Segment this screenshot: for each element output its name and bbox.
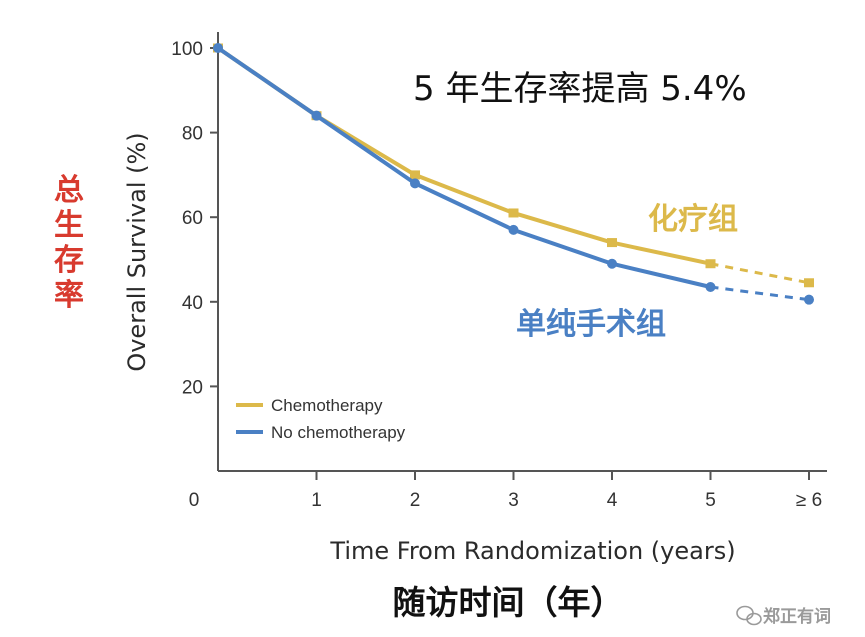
y-tick-label: 80 <box>182 124 203 145</box>
x-ticks: 0 1 2 3 4 5 ≥ 6 <box>189 471 822 511</box>
x-tick-label: 2 <box>410 490 421 511</box>
data-point-no-chemotherapy <box>508 224 519 235</box>
x-tick-label: 3 <box>508 490 519 511</box>
x-axis-title-cn: 随访时间（年） <box>393 583 624 622</box>
x-tick-label: ≥ 6 <box>796 490 822 511</box>
x-axis-title: Time From Randomization (years) <box>329 537 735 565</box>
series-line-no-chemotherapy <box>216 46 711 289</box>
legend: Chemotherapy No chemotherapy <box>236 396 406 442</box>
y-axis-title: Overall Survival (%) <box>123 132 151 371</box>
x-tick-label: 1 <box>311 490 322 511</box>
y-tick-label: 60 <box>182 208 203 229</box>
series-line-dashed-chemotherapy <box>710 262 810 285</box>
data-point-no-chemotherapy <box>607 258 617 269</box>
series-label-no-chemotherapy: 单纯手术组 <box>516 307 666 342</box>
data-point-chemotherapy <box>607 238 617 248</box>
data-point-no-chemotherapy <box>804 294 814 305</box>
watermark: 郑正有词 <box>736 605 831 627</box>
wechat-icon <box>736 605 762 626</box>
watermark-text: 郑正有词 <box>763 606 831 627</box>
x-tick-label: 5 <box>705 490 716 511</box>
series-layer <box>213 43 814 305</box>
y-tick-label: 20 <box>182 377 203 398</box>
legend-label-chemotherapy: Chemotherapy <box>271 396 383 415</box>
data-point-chemotherapy <box>508 208 519 218</box>
data-point-chemotherapy <box>705 259 716 269</box>
legend-label-no-chemotherapy: No chemotherapy <box>271 423 406 442</box>
data-point-no-chemotherapy <box>410 178 420 189</box>
chart-title: 5 年生存率提高 5.4% <box>413 69 747 109</box>
y-tick-label: 40 <box>182 293 203 314</box>
x-tick-label: 4 <box>607 490 618 511</box>
series-line-dashed-no-chemotherapy <box>710 285 810 302</box>
data-point-no-chemotherapy <box>311 110 322 121</box>
y-ticks: 100 80 60 40 20 <box>171 39 218 398</box>
data-point-no-chemotherapy <box>213 43 223 53</box>
series-label-chemotherapy: 化疗组 <box>648 202 738 237</box>
data-point-no-chemotherapy <box>705 281 716 292</box>
y-tick-label: 100 <box>171 39 203 60</box>
data-point-chemotherapy <box>410 170 420 180</box>
x-tick-label: 0 <box>189 490 200 511</box>
y-axis-title-cn: 总生存率 <box>54 173 84 313</box>
data-point-chemotherapy <box>804 278 814 288</box>
